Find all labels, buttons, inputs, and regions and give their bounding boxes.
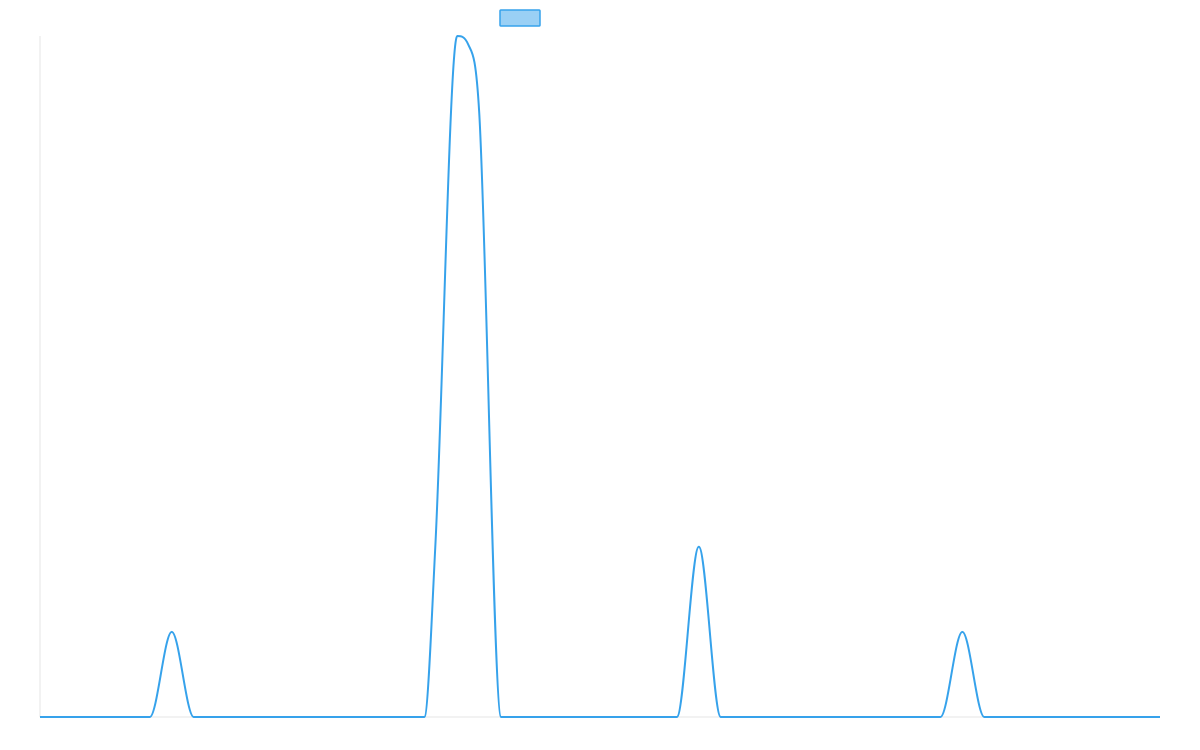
series-line — [39, 35, 1160, 719]
legend-swatch[interactable] — [499, 9, 541, 27]
legend[interactable] — [499, 9, 541, 27]
